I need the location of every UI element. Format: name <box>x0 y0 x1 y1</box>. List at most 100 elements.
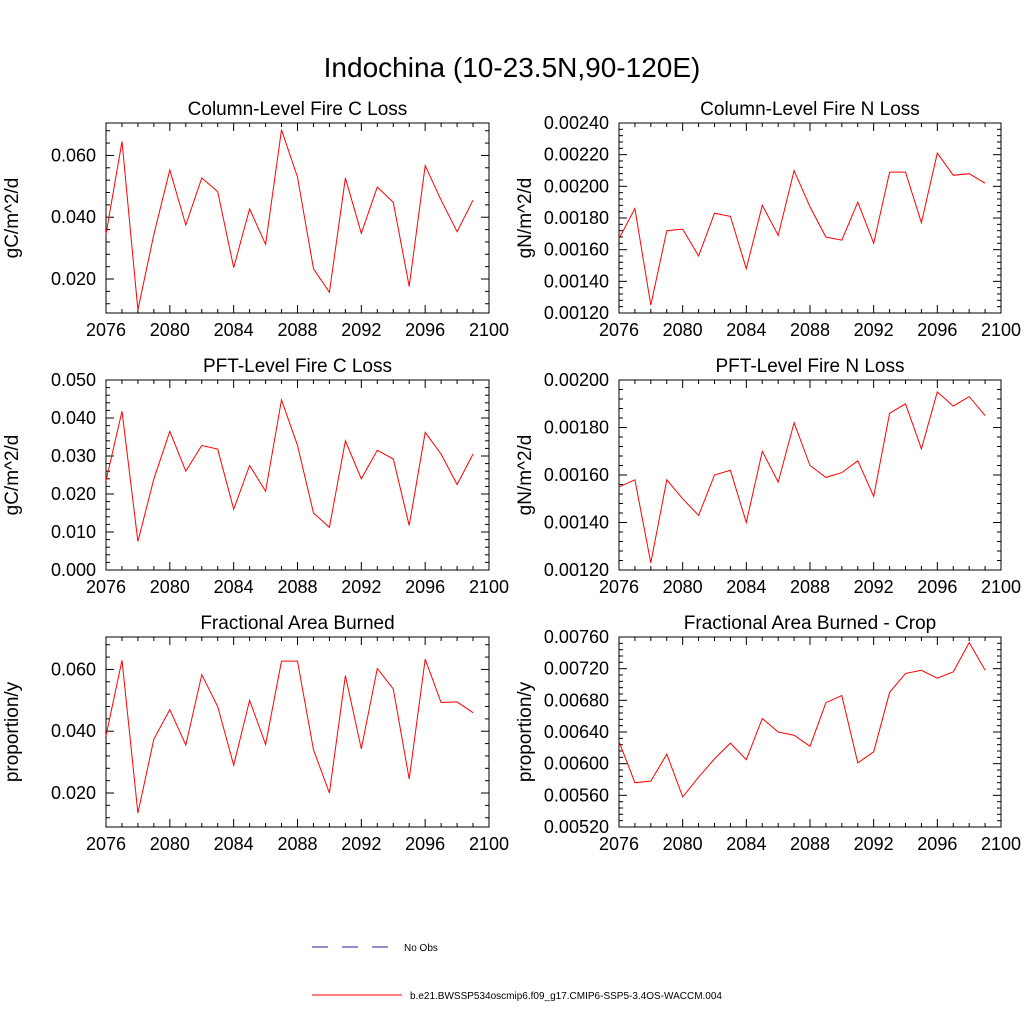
x-tick-label: 2088 <box>790 577 830 597</box>
plot-frame <box>618 122 1002 314</box>
y-tick-label: 0.040 <box>51 721 96 741</box>
x-tick-label: 2092 <box>854 577 894 597</box>
x-tick-label: 2084 <box>214 577 254 597</box>
plot-frame <box>105 122 490 314</box>
y-tick-label: 0.000 <box>51 560 96 580</box>
chart-title: Column-Level Fire C Loss <box>188 99 408 120</box>
x-tick-label: 2096 <box>405 577 445 597</box>
y-tick-label: 0.060 <box>51 659 96 679</box>
x-tick-label: 2076 <box>599 834 639 854</box>
x-tick-label: 2100 <box>469 320 509 340</box>
x-tick-label: 2080 <box>663 320 703 340</box>
x-tick-label: 2088 <box>790 834 830 854</box>
x-tick-label: 2092 <box>854 320 894 340</box>
x-tick-label: 2080 <box>150 320 190 340</box>
y-tick-label: 0.010 <box>51 522 96 542</box>
legend-no-obs-label: No Obs <box>404 943 438 954</box>
x-tick-label: 2084 <box>726 320 766 340</box>
y-axis-label: gN/m^2/d <box>515 435 536 516</box>
x-tick-label: 2092 <box>341 577 381 597</box>
x-tick-label: 2096 <box>917 577 957 597</box>
y-tick-label: 0.030 <box>51 446 96 466</box>
y-tick-label: 0.00600 <box>544 754 609 774</box>
x-tick-label: 2092 <box>341 834 381 854</box>
series-line <box>618 151 986 306</box>
y-tick-label: 0.00680 <box>544 690 609 710</box>
chart-panel-5: 2076 2080 2084 2088 2092 2096 2100 0.020 0.040 0.… <box>2 613 509 854</box>
x-tick-label: 2080 <box>663 577 703 597</box>
x-tick-label: 2088 <box>277 320 317 340</box>
x-tick-label: 2088 <box>790 320 830 340</box>
y-axis-label: gC/m^2/d <box>2 435 23 516</box>
chart-panel-4: 2076 2080 2084 2088 2092 2096 2100 0.00120 0.001… <box>515 356 1021 597</box>
x-tick-label: 2088 <box>277 577 317 597</box>
y-axis-label: gN/m^2/d <box>515 178 536 259</box>
x-tick-label: 2080 <box>663 834 703 854</box>
y-tick-label: 0.00180 <box>544 418 609 438</box>
x-tick-label: 2076 <box>86 320 126 340</box>
legend-model-label: b.e21.BWSSP534oscmip6.f09_g17.CMIP6-SSP5… <box>410 991 722 1002</box>
x-tick-label: 2096 <box>917 834 957 854</box>
series-line <box>618 390 986 563</box>
chart-title: Fractional Area Burned - Crop <box>684 613 936 634</box>
y-tick-label: 0.00760 <box>544 627 609 647</box>
y-tick-label: 0.020 <box>51 783 96 803</box>
x-tick-label: 2080 <box>150 577 190 597</box>
y-tick-label: 0.00200 <box>544 370 609 390</box>
y-tick-label: 0.00520 <box>544 817 609 837</box>
x-tick-label: 2096 <box>405 320 445 340</box>
chart-panel-2: 2076 2080 2084 2088 2092 2096 2100 0.00120 0.001… <box>515 99 1021 340</box>
y-tick-label: 0.020 <box>51 269 96 289</box>
plot-frame <box>618 636 1002 828</box>
y-tick-label: 0.00160 <box>544 240 609 260</box>
x-tick-label: 2096 <box>917 320 957 340</box>
chart-title: PFT-Level Fire C Loss <box>203 356 392 377</box>
legend: No Obs b.e21.BWSSP534oscmip6.f09_g17.CMI… <box>312 943 722 1002</box>
y-tick-label: 0.050 <box>51 370 96 390</box>
x-tick-label: 2100 <box>469 834 509 854</box>
y-tick-label: 0.00240 <box>544 113 609 133</box>
y-tick-label: 0.00560 <box>544 785 609 805</box>
x-tick-label: 2084 <box>214 320 254 340</box>
x-tick-label: 2092 <box>341 320 381 340</box>
chart-panel-3: 2076 2080 2084 2088 2092 2096 2100 0.000 0.010 0.… <box>2 356 509 597</box>
chart-title: Fractional Area Burned <box>200 613 394 634</box>
x-tick-label: 2076 <box>86 577 126 597</box>
x-tick-label: 2100 <box>981 577 1021 597</box>
y-tick-label: 0.00140 <box>544 513 609 533</box>
y-tick-label: 0.00120 <box>544 560 609 580</box>
chart-title: PFT-Level Fire N Loss <box>716 356 905 377</box>
plot-frame <box>105 379 490 571</box>
y-axis-label: proportion/y <box>2 681 23 782</box>
y-tick-label: 0.00220 <box>544 145 609 165</box>
y-tick-label: 0.00640 <box>544 722 609 742</box>
series-line <box>105 659 474 814</box>
x-tick-label: 2092 <box>854 834 894 854</box>
y-axis-label: proportion/y <box>515 681 536 782</box>
chart-title: Column-Level Fire N Loss <box>700 99 920 120</box>
y-tick-label: 0.040 <box>51 207 96 227</box>
y-tick-label: 0.00180 <box>544 208 609 228</box>
x-tick-label: 2100 <box>981 320 1021 340</box>
plot-frame <box>105 636 490 828</box>
x-tick-label: 2076 <box>86 834 126 854</box>
x-tick-label: 2084 <box>726 577 766 597</box>
chart-panel-1: 2076 2080 2084 2088 2092 2096 2100 0.020 0.040 0.… <box>2 99 509 340</box>
x-tick-label: 2080 <box>150 834 190 854</box>
series-line <box>105 129 474 311</box>
x-tick-label: 2088 <box>277 834 317 854</box>
chart-panel-6: 2076 2080 2084 2088 2092 2096 2100 0.00520 0.005… <box>515 613 1021 854</box>
panels: 2076 2080 2084 2088 2092 2096 2100 0.020 0.040 0.… <box>2 99 1021 854</box>
y-tick-label: 0.020 <box>51 484 96 504</box>
x-tick-label: 2076 <box>599 320 639 340</box>
series-line <box>618 641 986 798</box>
y-tick-label: 0.00120 <box>544 303 609 323</box>
x-tick-label: 2076 <box>599 577 639 597</box>
y-tick-label: 0.060 <box>51 145 96 165</box>
y-tick-label: 0.040 <box>51 408 96 428</box>
y-tick-label: 0.00200 <box>544 176 609 196</box>
y-tick-label: 0.00140 <box>544 271 609 291</box>
y-axis-label: gC/m^2/d <box>2 178 23 259</box>
x-tick-label: 2100 <box>469 577 509 597</box>
